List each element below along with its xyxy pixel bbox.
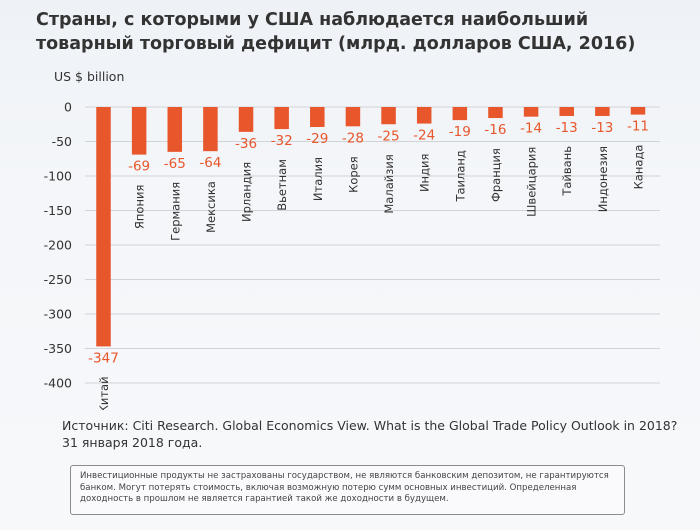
bar-value-label: -64 <box>199 155 221 171</box>
category-label: Индия <box>418 154 432 192</box>
bar <box>416 107 432 124</box>
disclaimer-box: Инвестиционные продукты не застрахованы … <box>70 465 625 515</box>
category-label: Франция <box>489 148 503 202</box>
bar <box>488 107 503 119</box>
category-label: Тайвань <box>560 146 574 197</box>
bar-value-label: -32 <box>271 133 293 149</box>
bar-value-label: -13 <box>591 120 613 136</box>
chart-title: Страны, с которыми у США наблюдается наи… <box>36 10 636 54</box>
bar <box>238 107 254 132</box>
bar-value-label: -65 <box>164 156 186 172</box>
category-label: Китай <box>97 376 111 410</box>
category-label: Мексика <box>204 181 218 233</box>
bar <box>345 107 361 127</box>
y-tick-label: -150 <box>44 203 72 218</box>
bar-value-label: -25 <box>378 128 400 144</box>
category-label: Германия <box>168 182 182 241</box>
category-label: Таиланд <box>453 150 467 202</box>
y-tick-label: 0 <box>64 100 72 115</box>
bar <box>595 107 610 116</box>
y-tick-label: -200 <box>44 238 72 253</box>
category-label: Индонезия <box>596 146 610 212</box>
bar <box>452 107 468 121</box>
bar-value-label: -347 <box>88 350 119 366</box>
bar-value-label: -69 <box>128 159 150 175</box>
y-axis-unit-label: US $ billion <box>54 69 125 84</box>
category-label: Италия <box>311 157 325 201</box>
bar-value-label: -36 <box>235 136 257 152</box>
category-label: Ирландия <box>240 162 254 222</box>
bar-value-label: -28 <box>342 130 364 146</box>
bar <box>203 107 218 152</box>
category-label: Вьетнам <box>275 159 289 211</box>
bar-value-label: -24 <box>413 128 435 144</box>
source-note: Источник: Citi Research. Global Economic… <box>62 418 678 450</box>
category-label: Канада <box>632 145 646 190</box>
y-tick-label: -350 <box>44 341 72 356</box>
category-label: Корея <box>346 156 360 193</box>
y-tick-label: -250 <box>44 272 72 287</box>
bar <box>381 107 396 125</box>
category-label: Япония <box>133 185 147 229</box>
y-tick-label: -400 <box>44 376 72 391</box>
bar-value-label: -14 <box>520 121 542 137</box>
bar <box>559 107 574 116</box>
y-tick-label: -300 <box>44 307 72 322</box>
y-tick-label: -100 <box>44 169 72 184</box>
bar-value-label: -19 <box>449 124 471 140</box>
bar <box>630 107 646 115</box>
bar <box>274 107 289 130</box>
bar <box>131 107 147 155</box>
category-label: Швейцария <box>525 147 539 217</box>
bar <box>167 107 183 152</box>
category-label: Малайзия <box>382 154 396 213</box>
bar <box>310 107 325 128</box>
bar <box>523 107 539 117</box>
bar <box>96 107 111 347</box>
bar-value-label: -11 <box>627 119 649 135</box>
bar-value-label: -29 <box>306 131 328 147</box>
bar-chart: 0 -50 -100 -150 -200 -250 -300 -350 -400 -347 Кита… <box>44 100 660 410</box>
bar-value-label: -13 <box>556 120 578 136</box>
y-tick-label: -50 <box>52 134 72 149</box>
bar-value-label: -16 <box>484 122 506 138</box>
